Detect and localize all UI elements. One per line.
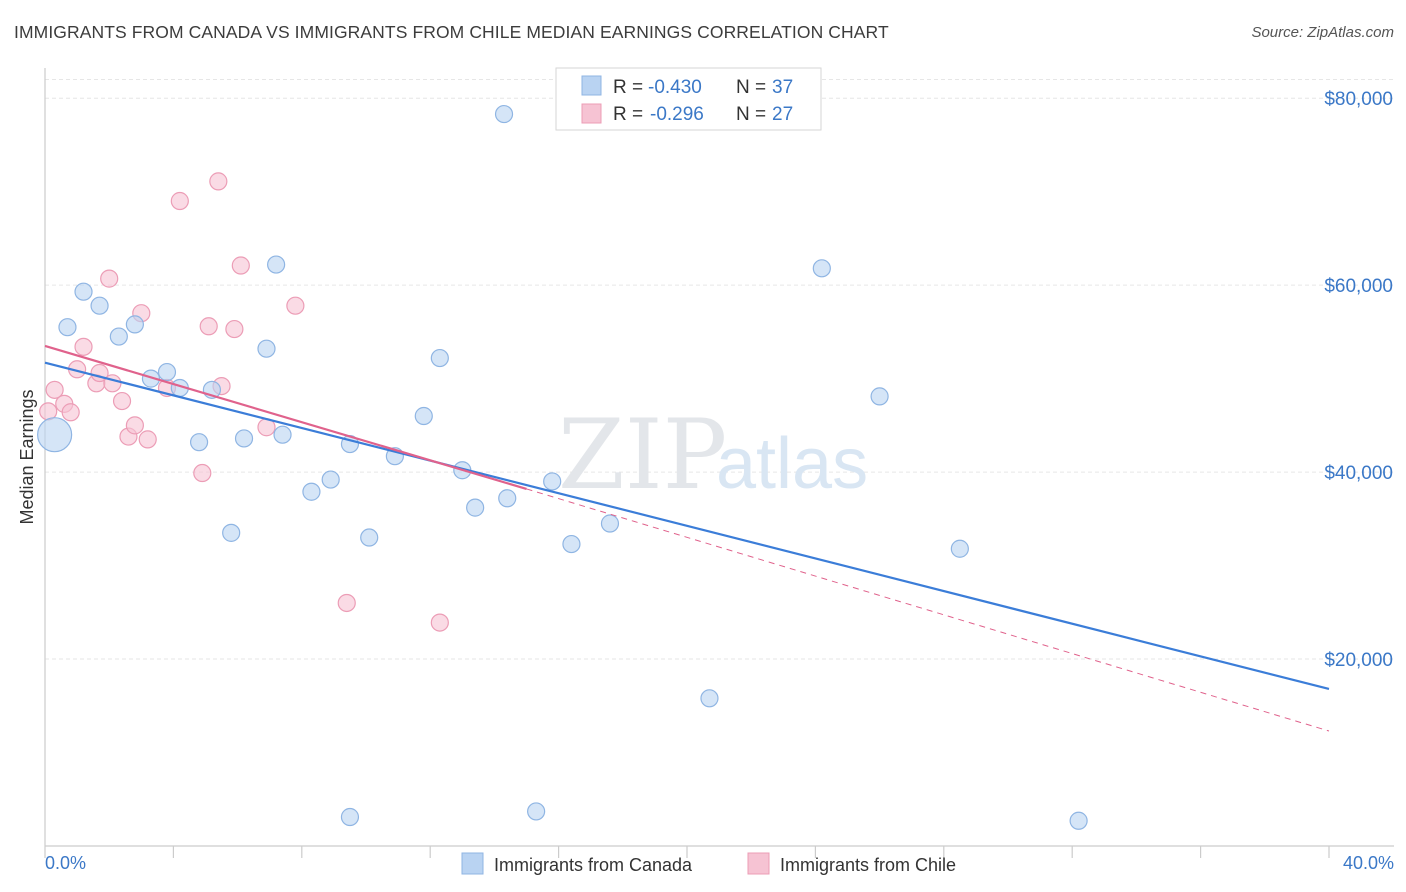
canada-point-6 (141, 369, 161, 388)
legend-r-value-chile: -0.296 (650, 104, 704, 125)
chile-point-25 (430, 613, 449, 632)
canada-point-26 (494, 104, 514, 124)
canada-point-19 (360, 528, 379, 547)
canada-point-25 (498, 489, 517, 508)
canada-point-15 (273, 425, 292, 444)
canada-point-2 (74, 282, 93, 301)
bottom-legend-label-chile: Immigrants from Chile (780, 855, 956, 875)
canada-point-33 (950, 539, 969, 558)
canada-point-32 (870, 387, 889, 406)
canada-point-14 (267, 255, 286, 274)
chile-point-16 (170, 191, 189, 211)
chile-trend-line (44, 344, 527, 490)
legend-n-value-canada: 37 (772, 77, 793, 98)
legend-r-label-canada: R = (613, 77, 643, 98)
canada-point-3 (90, 296, 109, 315)
chile-point-18 (199, 317, 218, 336)
y-tick-label-80000: $80,000 (1324, 89, 1393, 110)
chile-point-14 (138, 430, 157, 449)
canada-points (37, 104, 1088, 830)
canada-point-31 (812, 259, 831, 278)
canada-point-12 (234, 429, 254, 448)
y-axis-title: Median Earnings (17, 389, 37, 524)
chile-point-5 (74, 337, 93, 356)
watermark-zip: ZIP (558, 399, 727, 511)
chile-point-19 (209, 172, 228, 191)
chile-point-3 (61, 403, 80, 422)
canada-point-28 (562, 534, 581, 554)
chile-point-12 (125, 416, 144, 435)
x-axis-ticks (44, 846, 1330, 858)
bottom-legend: Immigrants from Canada Immigrants from C… (461, 852, 956, 875)
canada-point-29 (600, 514, 620, 533)
canada-point-35 (527, 802, 546, 821)
canada-point-16 (302, 482, 321, 501)
x-tick-label-max: 40.0% (1343, 853, 1394, 873)
legend-swatch-canada (581, 75, 602, 96)
canada-point-24 (466, 498, 485, 517)
y-tick-label-40000: $40,000 (1324, 463, 1393, 484)
canada-point-36 (1069, 811, 1088, 830)
chile-point-8 (100, 269, 119, 288)
chile-point-17 (193, 463, 212, 483)
canada-point-30 (700, 689, 719, 708)
canada-point-13 (257, 339, 276, 358)
legend: R = -0.430 N = 37 R = -0.296 N = 27 (555, 67, 822, 131)
y-tick-label-60000: $60,000 (1324, 276, 1393, 297)
canada-point-1 (58, 318, 77, 337)
bottom-legend-label-canada: Immigrants from Canada (494, 855, 693, 875)
canada-point-34 (340, 807, 360, 827)
legend-n-value-chile: 27 (772, 104, 793, 125)
canada-point-4 (109, 327, 128, 346)
chile-point-23 (286, 296, 305, 315)
x-tick-label-min: 0.0% (45, 853, 86, 873)
chile-point-20 (225, 319, 244, 339)
chile-point-21 (231, 256, 250, 275)
canada-point-21 (414, 406, 433, 426)
chile-point-1 (45, 380, 64, 399)
y-tick-label-20000: $20,000 (1324, 650, 1393, 671)
canada-point-27 (543, 472, 562, 491)
y-axis-tick-labels: $20,000 $40,000 $60,000 $80,000 (1324, 89, 1393, 671)
bottom-legend-swatch-chile (747, 852, 770, 875)
canada-point-9 (189, 433, 209, 452)
legend-n-label-canada: N = (736, 77, 766, 98)
legend-swatch-chile (581, 103, 602, 124)
chile-point-24 (337, 593, 356, 613)
chile-points (39, 172, 449, 632)
watermark-atlas: atlas (716, 424, 868, 504)
canada-point-5 (125, 315, 144, 334)
bottom-legend-swatch-canada (461, 852, 484, 875)
chart-title: IMMIGRANTS FROM CANADA VS IMMIGRANTS FRO… (14, 22, 889, 42)
canada-trend-line (44, 361, 1330, 691)
canada-point-22 (430, 348, 449, 368)
trend-lines (44, 344, 1330, 732)
gridlines (45, 79, 1394, 660)
chile-trend-extension (526, 488, 1330, 732)
legend-n-label-chile: N = (736, 104, 766, 125)
legend-r-label-chile: R = (613, 104, 643, 125)
legend-r-value-canada: -0.430 (648, 77, 702, 98)
canada-point-11 (222, 523, 241, 542)
canada-point-0 (37, 417, 73, 453)
chile-point-10 (112, 391, 132, 411)
canada-point-7 (157, 362, 177, 382)
chart-source: Source: ZipAtlas.com (1251, 24, 1394, 41)
canada-point-17 (321, 470, 340, 489)
